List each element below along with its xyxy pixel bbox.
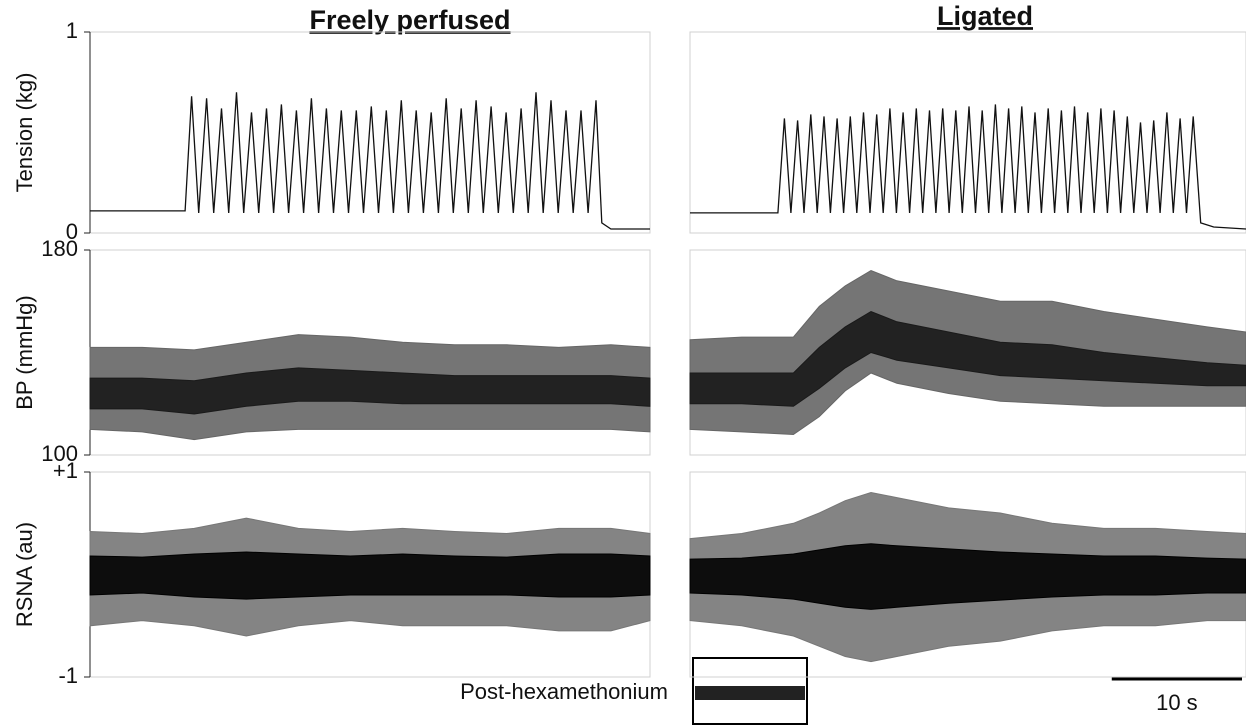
y-tick-label: +1 bbox=[53, 458, 78, 483]
signal-band bbox=[89, 367, 651, 415]
trace bbox=[90, 92, 650, 230]
y-tick-label: 100 bbox=[41, 441, 78, 466]
y-tick-label: 180 bbox=[41, 236, 78, 261]
scale-bar-label: 10 s bbox=[1156, 690, 1198, 715]
y-axis-label: Tension (kg) bbox=[12, 73, 37, 193]
column-title: Freely perfused bbox=[309, 5, 510, 35]
column-title: Ligated bbox=[937, 1, 1033, 31]
inset-label: Post-hexamethonium bbox=[460, 679, 668, 704]
signal-band bbox=[89, 551, 651, 600]
panel-frame bbox=[689, 31, 1246, 234]
signal-band bbox=[689, 543, 1246, 610]
inset-box bbox=[692, 657, 808, 725]
y-axis-label: BP (mmHg) bbox=[12, 295, 37, 410]
y-tick-label: 1 bbox=[66, 18, 78, 43]
inset-trace bbox=[695, 686, 805, 700]
signal-band bbox=[689, 310, 1246, 407]
trace bbox=[690, 104, 1246, 230]
y-axis-label: RSNA (au) bbox=[12, 522, 37, 627]
y-tick-label: 0 bbox=[66, 219, 78, 244]
y-tick-label: -1 bbox=[58, 663, 78, 688]
